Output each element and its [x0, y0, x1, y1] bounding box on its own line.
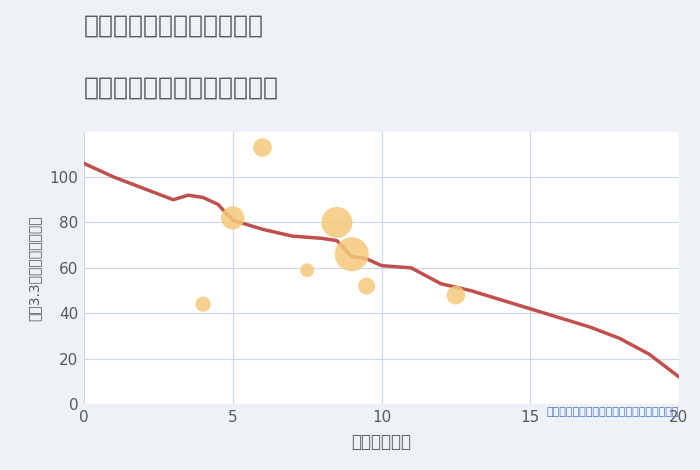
Y-axis label: 坪（3.3㎡）単価（万円）: 坪（3.3㎡）単価（万円）: [27, 215, 41, 321]
Point: [227, 214, 238, 222]
Point: [331, 219, 342, 226]
Text: 円の大きさは、取引のあった物件面積を示す: 円の大きさは、取引のあった物件面積を示す: [547, 407, 679, 417]
Point: [257, 144, 268, 151]
Point: [197, 300, 209, 308]
Point: [302, 266, 313, 274]
Point: [346, 251, 357, 258]
Text: 駅距離別中古マンション価格: 駅距離別中古マンション価格: [84, 75, 279, 99]
Point: [361, 282, 372, 290]
Text: 福岡県太宰府市都府楼南の: 福岡県太宰府市都府楼南の: [84, 14, 264, 38]
X-axis label: 駅距離（分）: 駅距離（分）: [351, 433, 412, 451]
Point: [450, 291, 461, 299]
